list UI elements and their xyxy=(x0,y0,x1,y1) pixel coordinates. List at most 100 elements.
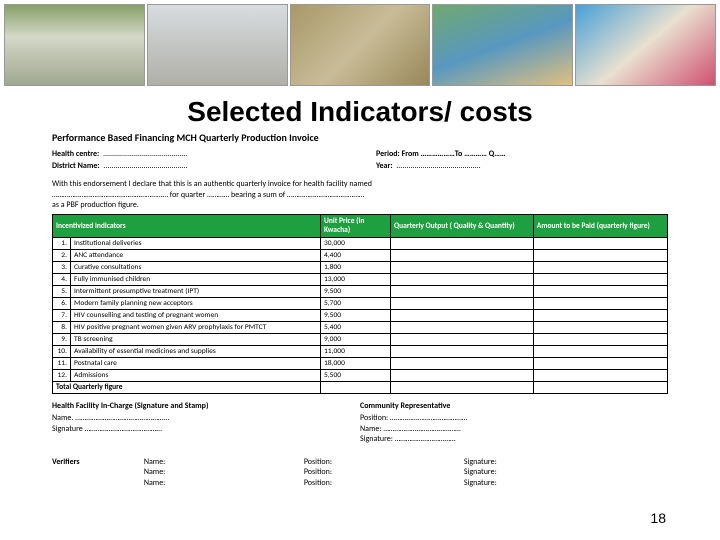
quarterly-output xyxy=(391,322,534,334)
table-row: 2.ANC attendance4,400 xyxy=(53,250,668,262)
amount-paid xyxy=(533,358,667,370)
row-number: 11. xyxy=(53,358,71,370)
col-indicator: Incentivized indicators xyxy=(53,215,321,238)
table-row: 6.Modern family planning new acceptors5,… xyxy=(53,298,668,310)
header-photo xyxy=(575,4,716,86)
verifier-name: Name: xyxy=(144,479,274,489)
community-signature: Community Representative Position: ……………… xyxy=(360,402,668,445)
amount-paid xyxy=(533,370,667,382)
table-row: 5.Intermittent presumptive treatment (IP… xyxy=(53,286,668,298)
row-number: 10. xyxy=(53,346,71,358)
row-number: 4. xyxy=(53,274,71,286)
amount-paid xyxy=(533,310,667,322)
header-photo xyxy=(290,4,431,86)
unit-price: 9,500 xyxy=(321,286,391,298)
header-photo xyxy=(147,4,288,86)
row-number: 6. xyxy=(53,298,71,310)
facility-sig-sig: Signature …………………………………… xyxy=(52,425,360,435)
community-sig-name: Name: …………………………………… xyxy=(360,425,668,435)
amount-paid xyxy=(533,334,667,346)
indicator-label: Availability of essential medicines and … xyxy=(71,346,321,358)
quarterly-output xyxy=(391,346,534,358)
year-label: Year: xyxy=(376,162,393,172)
row-number: 8. xyxy=(53,322,71,334)
declaration-line: ……………………………………………………… for quarter ………… b… xyxy=(52,190,668,200)
quarterly-output xyxy=(391,274,534,286)
quarterly-output xyxy=(391,238,534,250)
facility-sig-name: Name. …………………………………………… xyxy=(52,414,360,424)
table-row: 12.Admissions5,500 xyxy=(53,370,668,382)
quarterly-output xyxy=(391,370,534,382)
verifier-signature: Signature: xyxy=(464,458,594,468)
facility-signature: Health Facility In-Charge (Signature and… xyxy=(52,402,360,445)
verifier-position: Position: xyxy=(304,479,434,489)
blank-dots: …………………………………… xyxy=(397,162,481,172)
table-row: 1.Institutional deliveries30,000 xyxy=(53,238,668,250)
invoice-heading: Performance Based Financing MCH Quarterl… xyxy=(52,132,668,144)
page-number: 18 xyxy=(650,510,666,526)
indicator-label: Institutional deliveries xyxy=(71,238,321,250)
amount-paid xyxy=(533,322,667,334)
verifier-signature: Signature: xyxy=(464,479,594,489)
table-row: 9.TB screening9,000 xyxy=(53,334,668,346)
table-row: 3.Curative consultations1,800 xyxy=(53,262,668,274)
blank-dots: …………………………………… xyxy=(104,162,188,172)
header-photo-strip xyxy=(0,0,720,90)
header-photo xyxy=(432,4,573,86)
amount-paid xyxy=(533,238,667,250)
row-number: 2. xyxy=(53,250,71,262)
unit-price: 9,000 xyxy=(321,334,391,346)
unit-price: 11,000 xyxy=(321,346,391,358)
quarterly-output xyxy=(391,286,534,298)
amount-paid xyxy=(533,286,667,298)
quarterly-output xyxy=(391,358,534,370)
row-number: 5. xyxy=(53,286,71,298)
row-number: 1. xyxy=(53,238,71,250)
indicator-label: HIV counselling and testing of pregnant … xyxy=(71,310,321,322)
form-row: District Name: …………………………………… Year: …………… xyxy=(52,162,668,172)
col-price: Unit Price (in Kwacha) xyxy=(321,215,391,238)
indicators-table: Incentivized indicators Unit Price (in K… xyxy=(52,214,668,394)
verifiers-section: Verifiers Name:Position:Signature:Name:P… xyxy=(52,458,668,490)
declaration-line: as a PBF production figure. xyxy=(52,200,668,210)
verifier-name: Name: xyxy=(144,468,274,478)
amount-paid xyxy=(533,346,667,358)
period-label: Period: From ………………To ………… Q…… xyxy=(376,150,506,160)
quarterly-output xyxy=(391,334,534,346)
indicator-label: ANC attendance xyxy=(71,250,321,262)
table-row: 4.Fully immunised children13,000 xyxy=(53,274,668,286)
table-row: 7.HIV counselling and testing of pregnan… xyxy=(53,310,668,322)
indicator-label: Admissions xyxy=(71,370,321,382)
indicator-label: Modern family planning new acceptors xyxy=(71,298,321,310)
unit-price: 9,500 xyxy=(321,310,391,322)
verifier-row: Name:Position:Signature: xyxy=(144,458,594,468)
health-centre-label: Health centre: xyxy=(52,150,99,160)
table-row: 10.Availability of essential medicines a… xyxy=(53,346,668,358)
unit-price: 18,000 xyxy=(321,358,391,370)
quarterly-output xyxy=(391,298,534,310)
unit-price: 5,400 xyxy=(321,322,391,334)
total-output xyxy=(391,382,534,394)
declaration-line: With this endorsement I declare that thi… xyxy=(52,179,668,189)
community-sig-position: Position: …………………………………… xyxy=(360,414,668,424)
facility-sig-title: Health Facility In-Charge (Signature and… xyxy=(52,402,360,412)
verifier-position: Position: xyxy=(304,458,434,468)
table-header-row: Incentivized indicators Unit Price (in K… xyxy=(53,215,668,238)
table-row: 8.HIV positive pregnant women given ARV … xyxy=(53,322,668,334)
indicator-label: Postnatal care xyxy=(71,358,321,370)
blank-dots: …………………………………… xyxy=(103,150,187,160)
community-sig-title: Community Representative xyxy=(360,402,668,412)
indicator-label: Fully immunised children xyxy=(71,274,321,286)
quarterly-output xyxy=(391,250,534,262)
form-row: Health centre: …………………………………… Period: Fr… xyxy=(52,150,668,160)
row-number: 12. xyxy=(53,370,71,382)
total-label: Total Quarterly figure xyxy=(53,382,321,394)
amount-paid xyxy=(533,262,667,274)
indicator-label: Intermittent presumptive treatment (IPT) xyxy=(71,286,321,298)
indicator-label: TB screening xyxy=(71,334,321,346)
unit-price: 13,000 xyxy=(321,274,391,286)
total-amount xyxy=(533,382,667,394)
row-number: 3. xyxy=(53,262,71,274)
row-number: 9. xyxy=(53,334,71,346)
verifier-position: Position: xyxy=(304,468,434,478)
